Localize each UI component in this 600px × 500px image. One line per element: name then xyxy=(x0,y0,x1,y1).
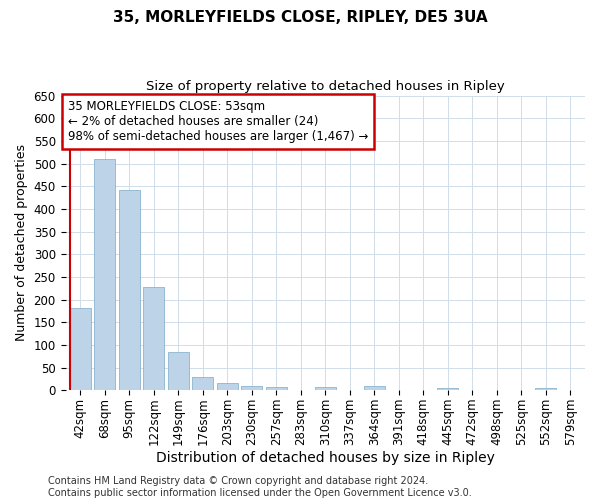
Text: 35, MORLEYFIELDS CLOSE, RIPLEY, DE5 3UA: 35, MORLEYFIELDS CLOSE, RIPLEY, DE5 3UA xyxy=(113,10,487,25)
Y-axis label: Number of detached properties: Number of detached properties xyxy=(15,144,28,342)
Bar xyxy=(437,388,458,390)
Title: Size of property relative to detached houses in Ripley: Size of property relative to detached ho… xyxy=(146,80,505,93)
Bar xyxy=(70,308,91,390)
Bar xyxy=(119,190,140,390)
Bar xyxy=(535,388,556,390)
Bar xyxy=(241,386,262,390)
Bar xyxy=(217,384,238,390)
Bar xyxy=(94,159,115,390)
Bar xyxy=(193,378,213,390)
Bar xyxy=(143,287,164,390)
Bar xyxy=(168,352,188,390)
Bar xyxy=(364,386,385,390)
Bar xyxy=(266,387,287,390)
Bar xyxy=(315,387,335,390)
X-axis label: Distribution of detached houses by size in Ripley: Distribution of detached houses by size … xyxy=(156,451,495,465)
Text: Contains HM Land Registry data © Crown copyright and database right 2024.
Contai: Contains HM Land Registry data © Crown c… xyxy=(48,476,472,498)
Text: 35 MORLEYFIELDS CLOSE: 53sqm
← 2% of detached houses are smaller (24)
98% of sem: 35 MORLEYFIELDS CLOSE: 53sqm ← 2% of det… xyxy=(68,100,368,143)
